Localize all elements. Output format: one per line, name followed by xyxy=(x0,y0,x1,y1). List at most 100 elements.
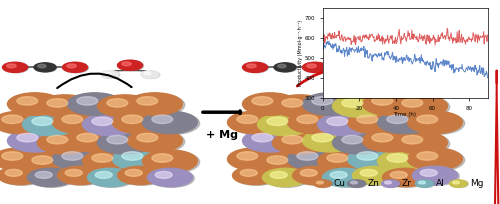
Circle shape xyxy=(332,132,388,154)
Text: Mg: Mg xyxy=(470,179,484,188)
Circle shape xyxy=(380,151,434,173)
Circle shape xyxy=(100,132,154,155)
Circle shape xyxy=(387,115,408,123)
Circle shape xyxy=(62,152,83,160)
Circle shape xyxy=(112,111,168,134)
Circle shape xyxy=(412,166,458,185)
Circle shape xyxy=(414,72,421,75)
Circle shape xyxy=(350,149,405,171)
Circle shape xyxy=(297,115,318,123)
Circle shape xyxy=(382,168,428,187)
Circle shape xyxy=(107,135,128,144)
Circle shape xyxy=(260,114,314,136)
Circle shape xyxy=(95,171,112,178)
Circle shape xyxy=(52,148,108,170)
Circle shape xyxy=(0,148,48,170)
Circle shape xyxy=(240,169,257,176)
Circle shape xyxy=(28,168,72,187)
Circle shape xyxy=(144,151,200,173)
Circle shape xyxy=(118,61,144,71)
Circle shape xyxy=(380,112,434,134)
Circle shape xyxy=(392,95,448,117)
Circle shape xyxy=(230,112,284,134)
Circle shape xyxy=(304,94,360,116)
Text: Zr: Zr xyxy=(402,179,412,188)
Circle shape xyxy=(98,132,152,154)
Circle shape xyxy=(24,153,80,175)
Circle shape xyxy=(324,169,370,187)
Circle shape xyxy=(30,169,74,187)
Circle shape xyxy=(38,132,92,154)
Circle shape xyxy=(258,152,312,174)
Circle shape xyxy=(258,113,312,136)
Circle shape xyxy=(270,171,287,178)
Circle shape xyxy=(334,96,390,118)
Circle shape xyxy=(58,166,102,185)
Circle shape xyxy=(288,111,343,134)
Circle shape xyxy=(417,115,438,123)
Circle shape xyxy=(10,130,64,153)
Circle shape xyxy=(372,133,393,142)
Circle shape xyxy=(362,93,418,115)
Circle shape xyxy=(388,61,413,71)
Circle shape xyxy=(34,63,56,72)
Circle shape xyxy=(252,133,273,142)
Circle shape xyxy=(237,115,258,123)
Circle shape xyxy=(394,96,450,118)
Circle shape xyxy=(8,93,62,115)
Circle shape xyxy=(77,133,98,142)
Circle shape xyxy=(312,133,333,142)
Circle shape xyxy=(237,152,258,160)
Circle shape xyxy=(247,64,256,68)
Circle shape xyxy=(244,94,300,116)
Circle shape xyxy=(364,130,420,153)
Circle shape xyxy=(450,180,468,187)
Circle shape xyxy=(320,114,374,136)
Circle shape xyxy=(10,94,64,116)
Circle shape xyxy=(4,63,28,73)
Circle shape xyxy=(104,72,111,75)
Circle shape xyxy=(416,180,434,187)
Circle shape xyxy=(107,99,128,107)
Circle shape xyxy=(360,169,378,176)
Circle shape xyxy=(278,64,286,68)
Circle shape xyxy=(64,63,88,73)
Circle shape xyxy=(318,150,372,172)
Circle shape xyxy=(244,63,268,73)
Circle shape xyxy=(228,111,282,134)
FancyArrowPatch shape xyxy=(297,69,384,86)
Circle shape xyxy=(70,130,124,153)
Circle shape xyxy=(402,99,423,107)
Circle shape xyxy=(282,135,303,144)
Circle shape xyxy=(374,72,381,75)
Circle shape xyxy=(142,71,160,78)
Circle shape xyxy=(112,148,168,170)
Circle shape xyxy=(274,96,330,118)
Circle shape xyxy=(24,114,80,136)
Circle shape xyxy=(378,150,432,172)
Circle shape xyxy=(304,63,328,73)
Circle shape xyxy=(330,171,347,178)
Circle shape xyxy=(17,133,38,142)
Circle shape xyxy=(6,64,16,68)
FancyArrowPatch shape xyxy=(57,73,132,88)
Circle shape xyxy=(144,112,200,134)
Circle shape xyxy=(302,130,358,152)
Circle shape xyxy=(130,94,184,116)
Circle shape xyxy=(118,166,162,185)
Circle shape xyxy=(90,169,134,187)
Circle shape xyxy=(332,95,388,117)
Circle shape xyxy=(272,132,328,154)
Circle shape xyxy=(352,166,398,185)
Circle shape xyxy=(408,111,463,134)
Circle shape xyxy=(297,152,318,160)
Circle shape xyxy=(242,62,268,72)
Circle shape xyxy=(357,152,378,160)
Circle shape xyxy=(410,112,465,134)
Circle shape xyxy=(40,96,94,118)
Circle shape xyxy=(384,169,430,187)
Circle shape xyxy=(38,64,46,68)
Circle shape xyxy=(260,153,314,175)
Circle shape xyxy=(304,130,360,153)
Circle shape xyxy=(54,112,110,134)
